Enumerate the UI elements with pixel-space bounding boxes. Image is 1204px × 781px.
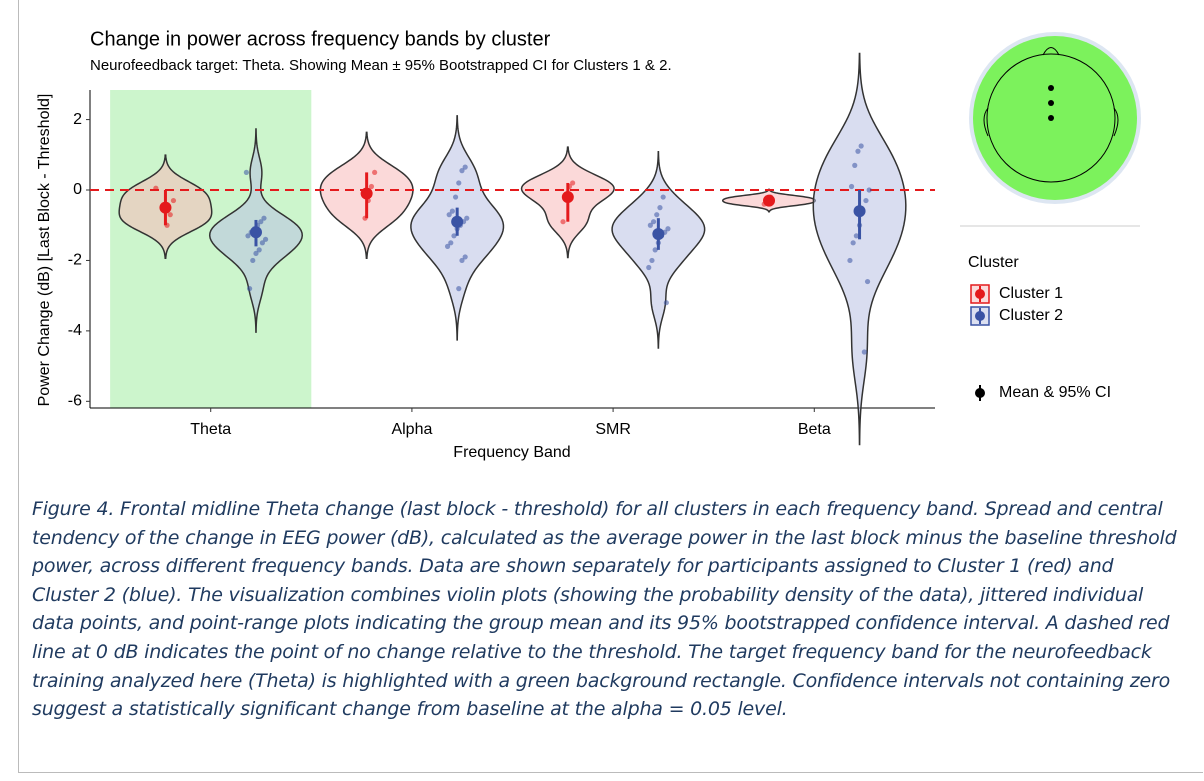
mean-point [361, 188, 373, 200]
data-point [459, 168, 464, 173]
data-point [456, 286, 461, 291]
y-tick-label: -2 [68, 252, 82, 269]
y-tick-label: -6 [68, 393, 82, 410]
head-map [973, 36, 1137, 200]
data-point [855, 149, 860, 154]
data-point [153, 186, 158, 191]
data-point [369, 184, 374, 189]
data-point [372, 170, 377, 175]
x-tick-label: Alpha [391, 421, 432, 438]
y-tick-label: 0 [73, 181, 82, 198]
x-axis-label: Frequency Band [453, 444, 570, 461]
data-point [168, 212, 173, 217]
y-tick-label: 2 [73, 111, 82, 128]
legend-title: Cluster [968, 254, 1019, 271]
head-inset [960, 32, 1141, 226]
data-point [867, 187, 872, 192]
page: Change in power across frequency bands b… [0, 0, 1204, 781]
mean-point [652, 228, 664, 240]
mean-point [854, 205, 866, 217]
violin [813, 53, 906, 444]
chart: Change in power across frequency bands b… [0, 0, 1204, 490]
x-tick-label: SMR [595, 421, 631, 438]
y-axis-label: Power Change (dB) [Last Block - Threshol… [36, 94, 53, 407]
data-point [661, 194, 666, 199]
x-tick-label: Beta [798, 421, 831, 438]
data-point [447, 212, 452, 217]
mean-point [562, 191, 574, 203]
chart-subtitle: Neurofeedback target: Theta. Showing Mea… [90, 57, 672, 74]
data-point [445, 244, 450, 249]
mean-point [159, 202, 171, 214]
mean-point [250, 226, 262, 238]
data-point [849, 184, 854, 189]
data-point [649, 258, 654, 263]
data-point [253, 251, 258, 256]
data-point [459, 258, 464, 263]
chart-title: Change in power across frequency bands b… [90, 28, 551, 50]
data-point [851, 240, 856, 245]
data-point [560, 219, 565, 224]
data-point [648, 223, 653, 228]
data-point [250, 258, 255, 263]
y-tick-label: -4 [68, 322, 82, 339]
legend-summary: Mean & 95% CI [999, 384, 1111, 401]
data-point [859, 143, 864, 148]
caption: Figure 4. Frontal midline Theta change (… [32, 495, 1182, 724]
data-point [852, 163, 857, 168]
plot-area: -6 -4 -2 0 2 Theta Alpha SMR Beta [68, 53, 935, 444]
x-tick-label: Theta [190, 421, 231, 438]
data-point [863, 198, 868, 203]
legend-key [975, 289, 985, 299]
legend-label: Cluster 1 [999, 285, 1063, 302]
data-point [657, 205, 662, 210]
data-point [862, 349, 867, 354]
legend-key [975, 311, 985, 321]
data-point [847, 258, 852, 263]
data-point [171, 198, 176, 203]
data-point [646, 265, 651, 270]
data-point [865, 279, 870, 284]
data-point [247, 286, 252, 291]
data-point [456, 180, 461, 185]
data-point [245, 233, 250, 238]
legend-summary-key [975, 388, 985, 398]
data-point [260, 240, 265, 245]
data-point [664, 300, 669, 305]
data-point [654, 212, 659, 217]
mean-point [451, 216, 463, 228]
data-point [244, 170, 249, 175]
mean-point [763, 195, 775, 207]
data-point [453, 194, 458, 199]
legend-label: Cluster 2 [999, 307, 1063, 324]
